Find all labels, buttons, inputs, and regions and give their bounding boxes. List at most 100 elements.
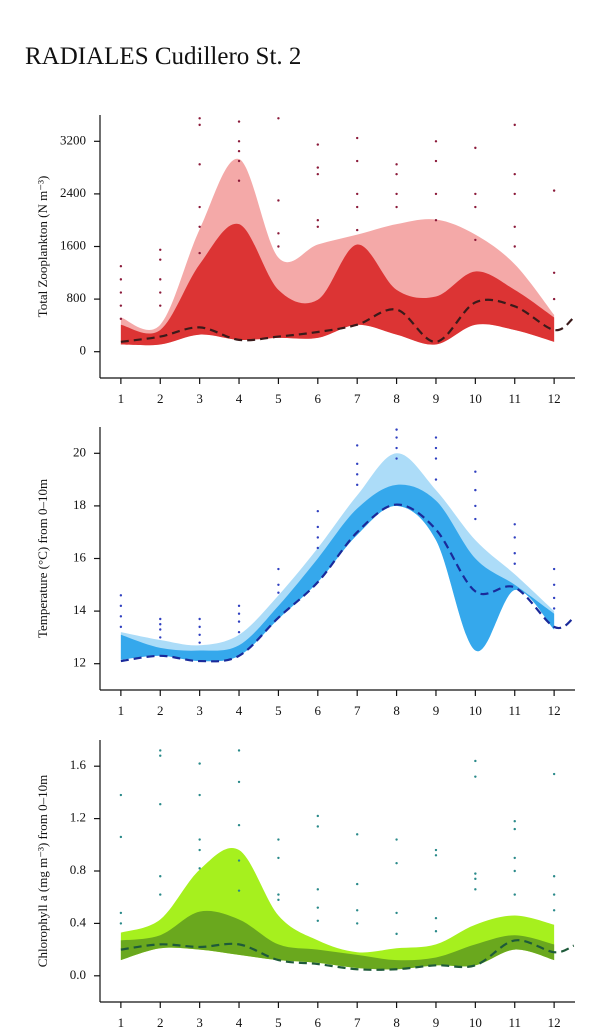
- data-point: [198, 163, 201, 166]
- data-point: [198, 617, 201, 621]
- data-point: [159, 628, 162, 631]
- data-point: [277, 245, 280, 248]
- data-point: [552, 567, 556, 571]
- data-point: [434, 854, 438, 857]
- data-point: [474, 205, 477, 209]
- data-point: [198, 123, 201, 127]
- y-tick-label: 12: [73, 655, 86, 670]
- data-point: [513, 869, 516, 873]
- y-axis-label: Temperature (°C) from 0–10m: [35, 479, 50, 638]
- x-tick-label: 6: [315, 1015, 322, 1030]
- x-tick-label: 3: [196, 1015, 203, 1030]
- data-point: [513, 827, 516, 831]
- x-tick-label: 6: [315, 703, 322, 718]
- data-point: [159, 278, 162, 281]
- data-point: [552, 607, 556, 610]
- x-tick-label: 12: [548, 703, 561, 718]
- data-point: [198, 641, 201, 644]
- data-point: [159, 258, 162, 261]
- data-point: [119, 278, 123, 281]
- x-tick-label: 12: [548, 1015, 561, 1030]
- data-point: [119, 304, 123, 307]
- data-point: [474, 192, 477, 196]
- y-tick-label: 1.6: [70, 757, 87, 772]
- x-tick-label: 5: [275, 1015, 282, 1030]
- data-point: [159, 802, 162, 806]
- data-point: [198, 793, 201, 797]
- data-point: [237, 620, 241, 623]
- data-point: [119, 604, 123, 608]
- data-point: [513, 856, 516, 860]
- data-point: [237, 120, 241, 123]
- data-point: [474, 238, 477, 242]
- data-point: [277, 856, 280, 860]
- x-tick-label: 1: [118, 391, 125, 406]
- y-tick-label: 3200: [60, 132, 86, 147]
- data-point: [277, 583, 280, 586]
- data-point: [316, 825, 320, 828]
- data-point: [552, 297, 556, 301]
- y-tick-label: 20: [73, 444, 86, 459]
- data-point: [119, 922, 123, 925]
- data-point: [316, 546, 320, 550]
- data-point: [119, 793, 123, 797]
- data-point: [395, 428, 398, 431]
- data-point: [277, 898, 280, 902]
- data-point: [395, 192, 398, 196]
- x-tick-label: 8: [393, 391, 400, 406]
- x-tick-label: 7: [354, 391, 361, 406]
- data-point: [198, 625, 201, 629]
- data-point: [395, 446, 398, 450]
- y-tick-label: 0.4: [70, 914, 87, 929]
- data-point: [316, 166, 320, 169]
- data-point: [395, 911, 398, 915]
- data-point: [277, 232, 280, 235]
- data-point: [355, 136, 359, 140]
- data-point: [355, 473, 359, 476]
- x-tick-label: 8: [393, 703, 400, 718]
- data-point: [474, 775, 477, 778]
- data-point: [513, 225, 516, 228]
- data-point: [277, 893, 280, 896]
- data-point: [316, 172, 320, 176]
- x-tick-label: 7: [354, 1015, 361, 1030]
- data-point: [159, 623, 162, 626]
- median-line: [120, 503, 575, 663]
- x-tick-label: 12: [548, 391, 561, 406]
- data-point: [237, 159, 241, 163]
- data-point: [159, 749, 162, 752]
- y-axis-label: Chlorophyll a (mg m⁻³) from 0–10m: [35, 775, 50, 967]
- data-point: [552, 909, 556, 912]
- data-point: [277, 838, 280, 841]
- data-point: [355, 882, 359, 886]
- x-tick-label: 10: [469, 1015, 482, 1030]
- data-point: [237, 859, 241, 862]
- x-tick-label: 5: [275, 703, 282, 718]
- data-point: [434, 457, 438, 460]
- data-point: [316, 525, 320, 529]
- x-tick-label: 2: [157, 391, 164, 406]
- data-point: [119, 317, 123, 321]
- x-tick-label: 11: [508, 391, 521, 406]
- data-point: [474, 877, 477, 881]
- data-point: [434, 219, 438, 222]
- data-point: [434, 436, 438, 439]
- band-area: [120, 484, 555, 662]
- data-point: [119, 291, 123, 294]
- band-area: [120, 910, 555, 970]
- x-tick-label: 6: [315, 391, 322, 406]
- data-point: [237, 149, 241, 153]
- data-point: [119, 911, 123, 915]
- y-tick-label: 1.2: [70, 810, 86, 825]
- data-point: [119, 265, 123, 268]
- y-tick-label: 14: [73, 602, 87, 617]
- data-point: [552, 875, 556, 878]
- data-point: [395, 436, 398, 439]
- data-point: [552, 189, 556, 192]
- data-point: [159, 248, 162, 251]
- x-tick-label: 4: [236, 703, 243, 718]
- data-point: [434, 848, 438, 852]
- data-point: [277, 567, 280, 571]
- data-point: [355, 228, 359, 232]
